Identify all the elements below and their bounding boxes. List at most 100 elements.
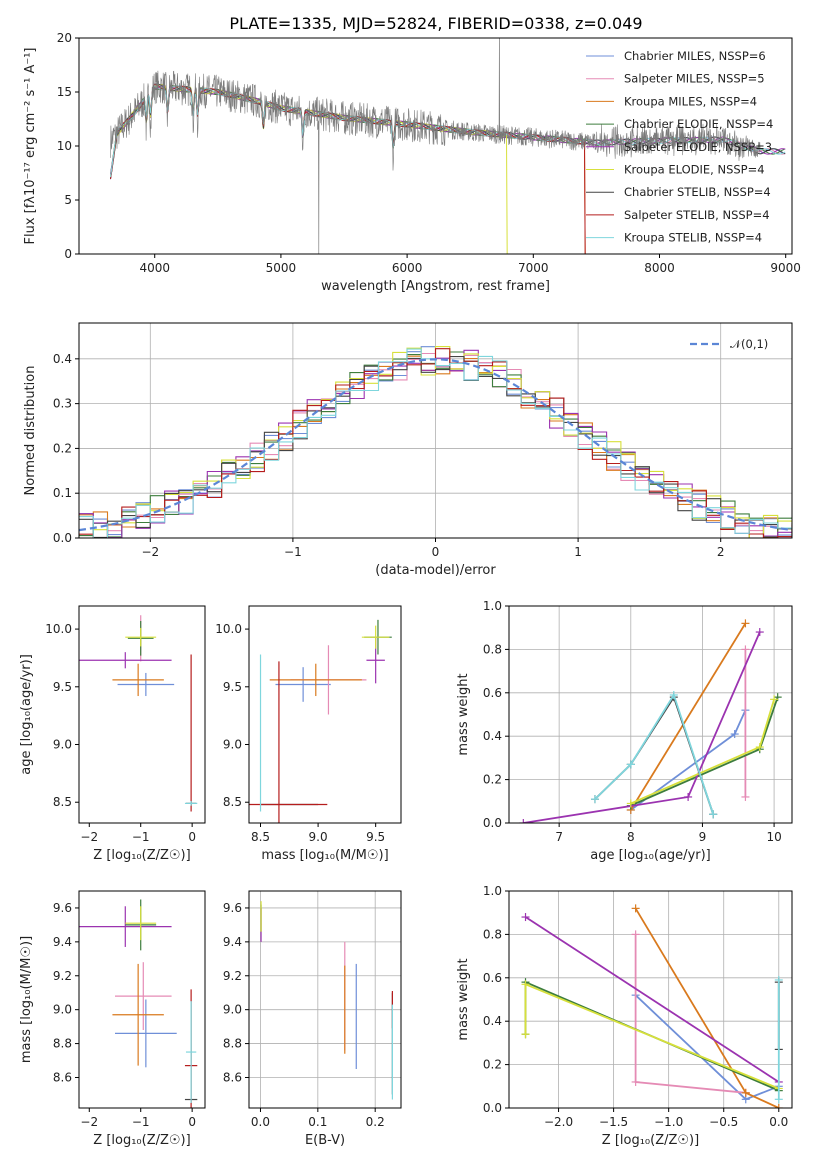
x-tick-label: 0.1 <box>308 1115 327 1129</box>
x-axis-label: Z [log₁₀(Z/Z☉)] <box>602 1133 699 1148</box>
errorbars-age_vs_mass <box>249 619 392 823</box>
axes-mass_vs_Z: −2 −1 0 8.6 8.8 9.0 9.2 9.4 9.6 Z [log₁₀(Z/Z☉)] ma… <box>19 901 196 1148</box>
y-tick-label: 8.5 <box>53 795 72 809</box>
data-point-marker <box>741 645 750 654</box>
x-tick-label: −1 <box>132 1115 150 1129</box>
x-tick-label: 5000 <box>266 261 297 275</box>
data-point-marker <box>669 690 678 699</box>
y-tick-label: 8.8 <box>223 1037 242 1051</box>
data-point-marker <box>521 980 530 989</box>
y-tick-label: 8.8 <box>53 1037 72 1051</box>
y-axis-label: mass [log₁₀(M/M☉)] <box>19 936 34 1063</box>
y-tick-label: 9.2 <box>223 969 242 983</box>
x-tick-label: −1 <box>132 830 150 844</box>
errorbar-point <box>184 801 198 806</box>
y-tick-label: 8.5 <box>223 795 242 809</box>
y-tick-label: 0.0 <box>483 1101 502 1115</box>
x-axis-label: Z [log₁₀(Z/Z☉)] <box>93 1133 190 1148</box>
residual-histogram <box>79 351 792 538</box>
errorbar-point <box>275 667 331 702</box>
x-tick-label: 0.0 <box>251 1115 270 1129</box>
data-point-marker <box>741 1088 750 1097</box>
errorbars-mass_vs_ebv <box>260 901 393 1100</box>
y-tick-label: 0.3 <box>53 397 72 411</box>
residual-histogram <box>79 348 792 538</box>
data-point-marker <box>770 695 779 704</box>
y-tick-label: 0.2 <box>483 773 502 787</box>
x-tick-label: 0.2 <box>366 1115 385 1129</box>
data-point-marker <box>741 792 750 801</box>
errorbar-point <box>115 999 177 1068</box>
series-mass_weight_vs_age <box>519 619 782 823</box>
x-tick-label: −1 <box>284 545 302 559</box>
data-point-marker <box>519 819 528 823</box>
data-point-marker <box>631 904 640 913</box>
x-tick-label: −1.0 <box>654 1115 683 1129</box>
legend-entry: Chabrier STELIB, NSSP=4 <box>624 185 771 199</box>
axes-mass_vs_ebv: 0.0 0.1 0.2 8.6 8.8 9.0 9.2 9.4 9.6 E(B-V) <box>223 891 401 1148</box>
mass-weight-series <box>594 692 715 815</box>
data-point-marker <box>755 628 764 637</box>
x-tick-label: 9 <box>699 830 707 844</box>
mass-weight-series <box>634 907 780 1108</box>
data-point-marker <box>521 913 530 922</box>
errorbar-point <box>79 652 172 669</box>
x-axis-label: E(B-V) <box>305 1133 345 1148</box>
data-point-marker <box>626 760 635 769</box>
mass-weight-series <box>630 622 747 811</box>
plot-frame-spectrum <box>78 37 793 255</box>
data-point-marker <box>730 730 739 739</box>
mass-weight-series <box>594 695 715 815</box>
errorbar-point <box>79 906 172 947</box>
x-tick-label: 10 <box>766 830 781 844</box>
plot-frame-mass_vs_Z <box>78 890 206 1109</box>
y-tick-label: 0.4 <box>53 352 72 366</box>
x-tick-label: 7000 <box>518 261 549 275</box>
y-tick-label: 9.5 <box>53 680 72 694</box>
errorbar-point <box>269 663 362 697</box>
y-tick-label: 0.4 <box>483 729 502 743</box>
x-tick-label: 0.0 <box>769 1115 788 1129</box>
y-tick-label: 15 <box>57 85 72 99</box>
x-tick-label: 8.5 <box>251 830 270 844</box>
y-tick-label: 0.2 <box>483 1058 502 1072</box>
mass-weight-series <box>525 916 780 1083</box>
y-tick-label: 9.0 <box>223 1003 242 1017</box>
x-tick-label: 4000 <box>139 261 170 275</box>
errorbar-point <box>117 672 175 697</box>
errorbar-point <box>125 627 157 647</box>
residual-histogram <box>79 349 792 538</box>
errorbar-point <box>249 661 328 823</box>
normal-reference-curve <box>79 358 792 532</box>
plot-frame-mass_weight_vs_age <box>508 605 793 824</box>
data-point-marker <box>774 1095 783 1104</box>
x-tick-label: −2.0 <box>544 1115 573 1129</box>
x-tick-label: −2 <box>80 830 98 844</box>
y-tick-label: 9.0 <box>223 738 242 752</box>
residual-histogram <box>79 346 792 538</box>
legend-entry: Kroupa ELODIE, NSSP=4 <box>624 163 765 177</box>
plot-frame-age_vs_mass <box>248 605 402 824</box>
x-tick-label: 8 <box>627 830 635 844</box>
y-axis-label: mass weight <box>456 958 471 1040</box>
y-tick-label: 9.4 <box>53 935 72 949</box>
data-point-marker <box>590 795 599 804</box>
x-axis-label: Z [log₁₀(Z/Z☉)] <box>93 848 190 863</box>
residual-histogram <box>79 355 792 538</box>
observed-spectrum-line <box>110 38 761 254</box>
y-tick-label: 20 <box>57 31 72 45</box>
y-tick-label: 10.0 <box>45 622 72 636</box>
x-tick-label: 1 <box>574 545 582 559</box>
data-point-marker <box>709 810 718 819</box>
x-tick-label: −2 <box>141 545 159 559</box>
errorbar-point <box>185 1001 197 1103</box>
x-tick-label: 9.5 <box>366 830 385 844</box>
data-point-marker <box>741 619 750 628</box>
x-tick-label: −2 <box>80 1115 98 1129</box>
residual-histogram <box>79 356 792 538</box>
axes-age_vs_mass: 8.5 9.0 9.5 8.5 9.0 9.5 10.0 mass [log₁₀(M/M☉)] <box>215 622 388 863</box>
x-tick-label: 9.0 <box>309 830 328 844</box>
y-axis-label: Normed distribution <box>23 366 38 496</box>
x-tick-label: 7 <box>555 830 563 844</box>
errorbar-point <box>112 663 164 697</box>
